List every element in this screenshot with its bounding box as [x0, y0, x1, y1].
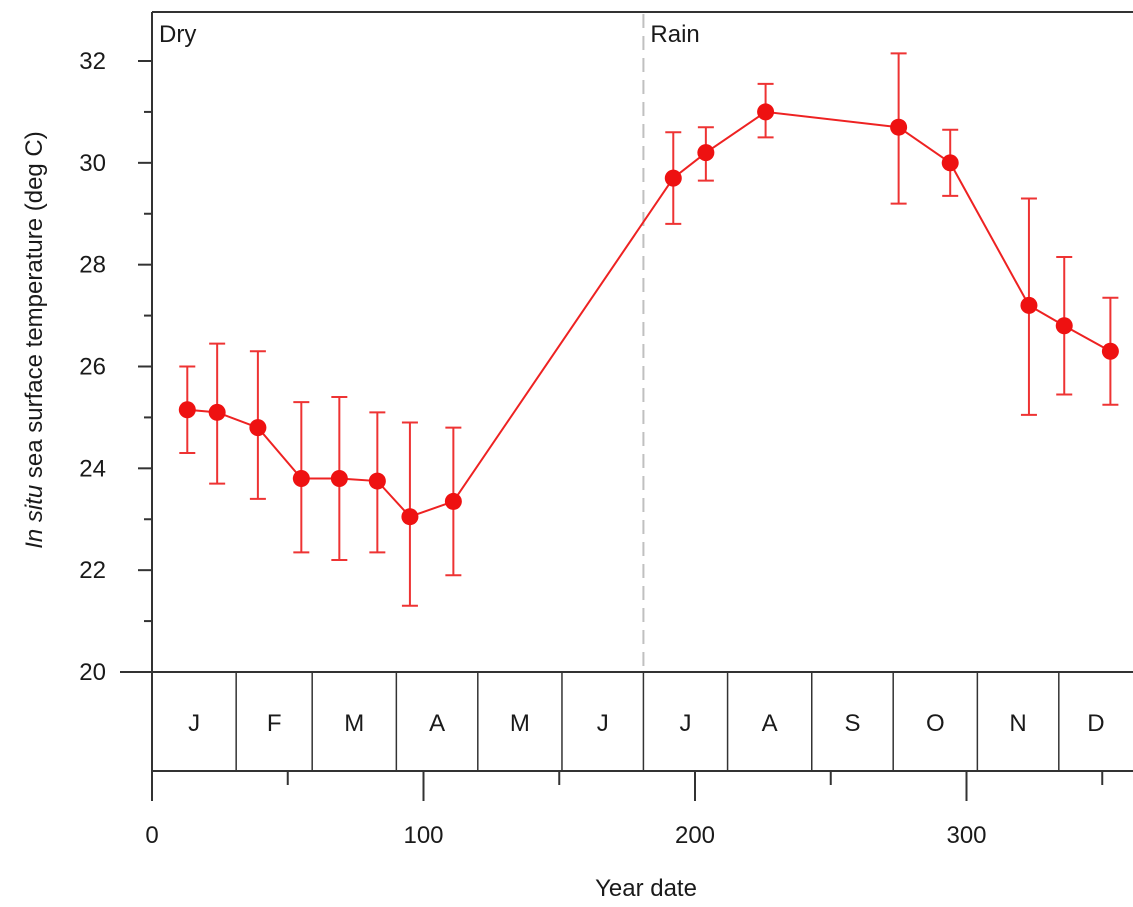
- y-tick-label: 26: [79, 354, 106, 381]
- month-label: N: [1009, 710, 1026, 737]
- x-tick-label: 200: [675, 822, 715, 849]
- month-label: M: [510, 710, 530, 737]
- x-tick-label: 300: [946, 822, 986, 849]
- data-point: [401, 508, 419, 526]
- data-point: [664, 169, 682, 187]
- season-label: Rain: [650, 21, 699, 48]
- data-point: [697, 144, 715, 162]
- y-axis-title-italic: In situ: [21, 485, 48, 549]
- y-tick-label: 22: [79, 557, 106, 584]
- x-tick-label: 100: [403, 822, 443, 849]
- x-tick-label: 0: [145, 822, 158, 849]
- month-label: A: [429, 710, 445, 737]
- y-axis-title-rest: sea surface temperature (deg C): [21, 131, 48, 485]
- axis-titles: Year date In situ sea surface temperatur…: [21, 131, 697, 902]
- y-tick-label: 32: [79, 48, 106, 75]
- data-point: [292, 470, 310, 488]
- month-label: M: [344, 710, 364, 737]
- data-point: [941, 154, 959, 172]
- month-label: F: [267, 710, 282, 737]
- month-label: A: [762, 710, 778, 737]
- month-label: J: [597, 710, 609, 737]
- y-tick-label: 28: [79, 252, 106, 279]
- data-point: [1020, 296, 1038, 314]
- month-label: O: [926, 710, 945, 737]
- data-point: [368, 472, 386, 490]
- data-point: [249, 419, 267, 437]
- data-point: [1101, 342, 1119, 360]
- x-axis-title: Year date: [595, 875, 697, 902]
- y-tick-label: 20: [79, 659, 106, 686]
- month-label: J: [679, 710, 691, 737]
- month-label: D: [1087, 710, 1104, 737]
- series-group: [178, 52, 1119, 607]
- data-point: [178, 401, 196, 419]
- y-tick-label: 30: [79, 150, 106, 177]
- month-label: S: [844, 710, 860, 737]
- month-label: J: [188, 710, 200, 737]
- y-tick-label: 24: [79, 455, 106, 482]
- data-point: [757, 103, 775, 121]
- data-point: [890, 118, 908, 136]
- data-point: [1055, 317, 1073, 335]
- data-point: [444, 492, 462, 510]
- data-point: [330, 470, 348, 488]
- axes: 20 22 24 26 28 30 32 0 100 200 300: [79, 11, 1133, 849]
- season-label: Dry: [159, 21, 196, 48]
- y-axis-title: In situ sea surface temperature (deg C): [21, 131, 48, 549]
- series-line: [187, 110, 1111, 518]
- season-annotations: Dry Rain: [159, 21, 700, 48]
- data-point: [208, 403, 226, 421]
